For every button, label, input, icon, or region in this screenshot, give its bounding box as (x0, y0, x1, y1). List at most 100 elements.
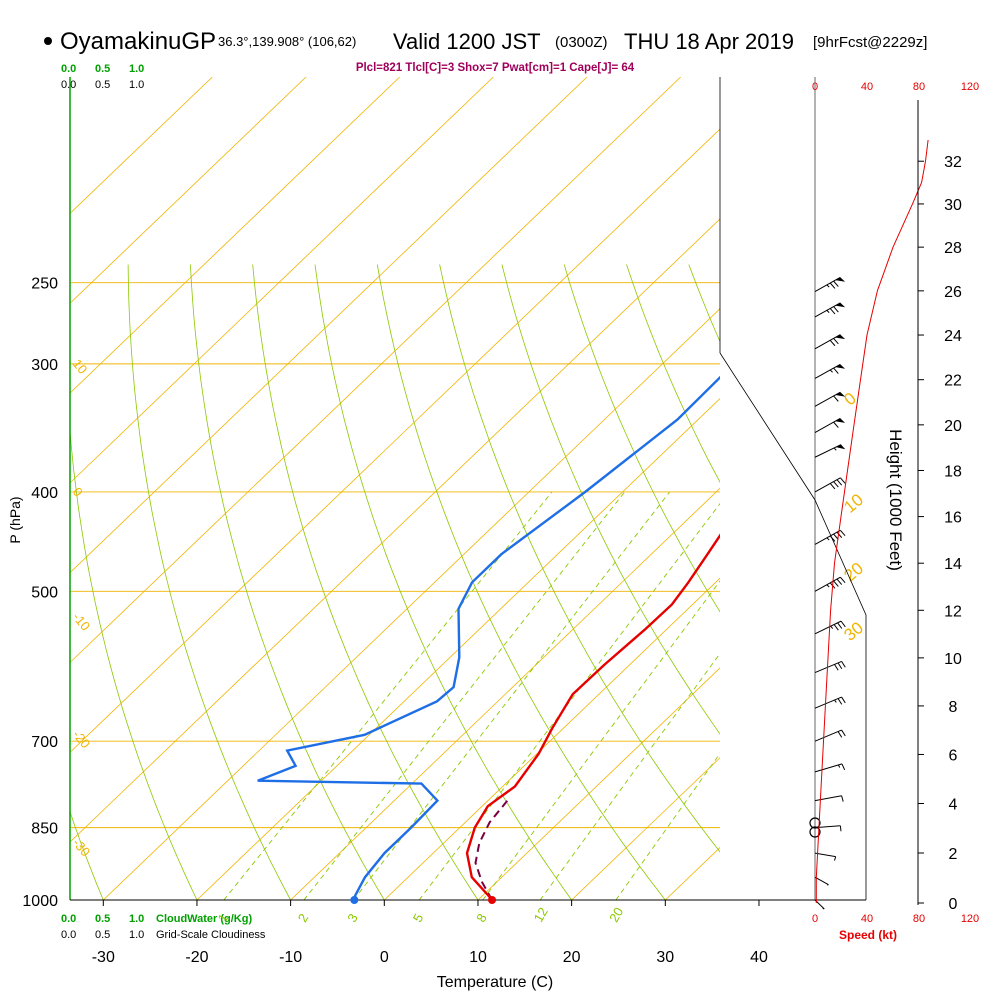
height-tick-label: 26 (944, 284, 962, 301)
wind-barb-staff (814, 444, 842, 458)
wind-barb-half (826, 309, 830, 313)
wind-barb-staff (814, 729, 842, 742)
wind-barb (814, 391, 846, 407)
height-tick-label: 20 (944, 418, 962, 435)
wind-barb-feather (836, 531, 843, 538)
height-tick-label: 0 (949, 896, 958, 913)
wind-barb (814, 334, 846, 350)
height-tick-label: 2 (949, 846, 958, 863)
dry-adiabat-line (70, 426, 198, 900)
height-tick-label: 10 (944, 651, 962, 668)
mixing-ratio-line (539, 652, 720, 900)
wind-barb-feather (833, 280, 839, 287)
wind-barb-staff (814, 477, 841, 493)
wind-barb-half (830, 625, 834, 629)
svg-text:40: 40 (861, 913, 873, 925)
wind-barb-half (826, 537, 830, 541)
wind-barb-half (826, 284, 830, 288)
wind-barb (814, 477, 846, 493)
wind-barb-feather (839, 825, 842, 832)
height-tick-label: 30 (944, 197, 962, 214)
wind-barb-feather (829, 282, 836, 289)
svg-text:0.5: 0.5 (95, 929, 110, 941)
wind-barb-flag (835, 302, 846, 308)
wind-barb-feather (839, 576, 846, 583)
wind-barb (814, 852, 837, 861)
wind-barb (814, 876, 829, 886)
dewpoint-curve (257, 375, 720, 900)
wind-barb (814, 729, 846, 742)
isotherm-label: 30 (840, 618, 867, 645)
wind-barb-feather (841, 661, 846, 668)
wind-barbs (814, 276, 846, 910)
wind-barb (814, 529, 846, 545)
height-tick-label: 32 (944, 154, 962, 171)
pressure-tick-label: 1000 (22, 893, 58, 910)
wind-barb-feather (837, 698, 843, 705)
mixing-ratio-line (303, 491, 625, 900)
surface-dewpoint-point (350, 896, 359, 904)
wind-barb (814, 576, 846, 592)
isotherm-label: -20 (70, 727, 94, 751)
dry-adiabat-line (70, 810, 104, 900)
wind-barb-staff (814, 391, 841, 407)
dry-adiabat-line (439, 264, 720, 853)
dry-adiabat-line (501, 264, 720, 735)
isotherm-line (70, 128, 720, 753)
svg-text:80: 80 (913, 81, 925, 93)
isotherm-label: 10 (70, 356, 91, 377)
wind-barb-feather (833, 580, 839, 587)
wind-barb-flag (835, 444, 846, 450)
svg-text:0.0: 0.0 (61, 913, 76, 925)
wind-barb-feather (833, 481, 839, 488)
height-tick-label: 6 (949, 747, 958, 764)
temperature-axis-label: Temperature (C) (437, 974, 553, 991)
svg-text:0: 0 (812, 81, 818, 93)
speed-scale-top: 0 40 80 120 (812, 81, 979, 93)
dry-adiabat-line (751, 265, 1000, 901)
svg-text:120: 120 (961, 81, 979, 93)
temperature-tick-label: 40 (750, 949, 768, 966)
wind-barb-feather (833, 421, 839, 428)
svg-text:0: 0 (812, 913, 818, 925)
dry-adiabat-line (190, 264, 385, 900)
height-tick-label: 24 (944, 328, 962, 345)
wind-barb-staff (814, 795, 842, 802)
mixing-ratio-line (615, 752, 720, 900)
height-axis-label: Height (1000 Feet) (886, 429, 905, 571)
cloud-green-tick: 0.0 (61, 63, 76, 75)
svg-text:0.5: 0.5 (95, 913, 110, 925)
isotherm-line (384, 577, 720, 900)
wind-barb-feather (829, 535, 836, 542)
dry-adiabat-line (314, 264, 572, 900)
isotherm-line (70, 218, 720, 843)
height-tick-label: 4 (949, 796, 958, 813)
cloud-scale-top: 0.0 0.5 1.0 0.0 0.5 1.0 (61, 63, 144, 91)
wind-barb (814, 763, 846, 773)
dry-adiabat-line (626, 264, 720, 484)
mixing-ratio-label: 3 (344, 911, 361, 925)
wind-barb-flag (835, 334, 846, 340)
wind-barb (814, 363, 846, 379)
svg-text:120: 120 (961, 913, 979, 925)
wind-barb (814, 660, 846, 673)
wind-barb (814, 795, 844, 802)
wind-barb-feather (833, 338, 839, 345)
cloud-green-tick: 0.5 (95, 63, 110, 75)
svg-text:1.0: 1.0 (129, 913, 144, 925)
wind-barb-staff (814, 696, 842, 709)
temperature-ticks: -30 -20 -10 0 10 20 30 40 (92, 900, 768, 966)
cloud-scale-bottom: 0.0 0.5 1.0 CloudWater (g/Kg) 0.0 0.5 1.… (61, 913, 266, 941)
wind-barb-half (834, 699, 837, 703)
wind-barb (814, 620, 846, 635)
station-name: OyamakinuGP (60, 28, 216, 55)
pressure-axis-label: P (hPa) (7, 496, 23, 543)
height-tick-label: 8 (949, 699, 958, 716)
wind-barb-flag (835, 418, 846, 423)
isotherm-line (196, 397, 720, 900)
mixing-ratio-line (418, 502, 720, 900)
speed-scale-bottom: 0 40 80 120 Speed (kt) (812, 913, 979, 942)
temperature-tick-label: -30 (92, 949, 115, 966)
wind-barb-feather (833, 367, 839, 374)
mixing-ratio-line (223, 491, 553, 900)
